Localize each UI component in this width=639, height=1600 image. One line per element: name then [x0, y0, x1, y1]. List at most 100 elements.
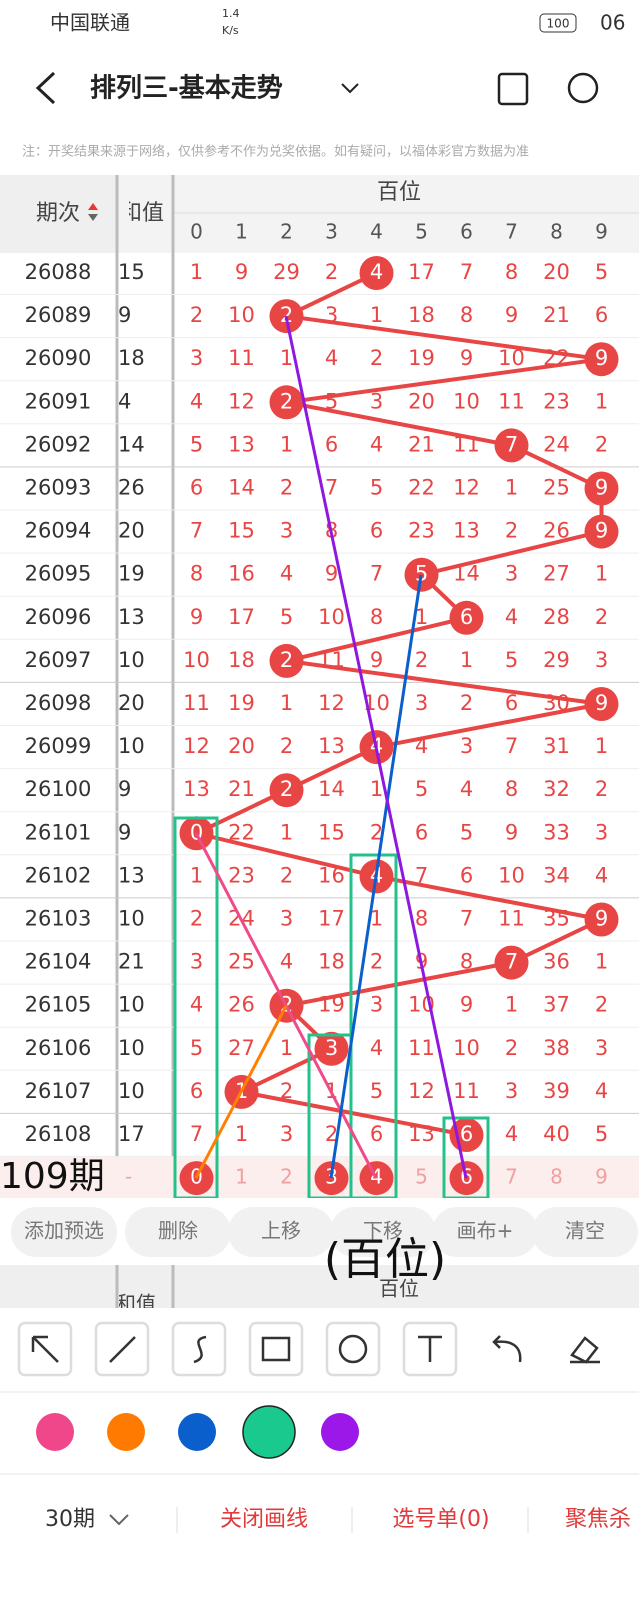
miss-count: 23: [228, 863, 255, 887]
tool-eraser[interactable]: [570, 1336, 600, 1364]
digit-header: 3: [325, 220, 338, 244]
miss-count: 7: [505, 734, 518, 758]
miss-count: 13: [183, 777, 210, 801]
miss-count: 17: [228, 605, 255, 629]
predict-cell[interactable]: 9: [595, 1165, 608, 1189]
miss-count: 2: [595, 432, 608, 456]
tool-rect[interactable]: [248, 1321, 304, 1377]
dropdown[interactable]: [341, 83, 359, 94]
pink-line: [194, 832, 378, 1179]
page-title[interactable]: 排列三-基本走势: [90, 74, 283, 104]
miss-count: 40: [543, 1122, 570, 1146]
toolbar-button[interactable]: [532, 1207, 638, 1257]
issue: 26105: [25, 993, 92, 1017]
miss-count: 11: [453, 1079, 480, 1103]
tool-text[interactable]: [402, 1321, 458, 1377]
predict-cell[interactable]: 5: [415, 1165, 428, 1189]
color-blue[interactable]: [178, 1413, 216, 1451]
share-button[interactable]: [567, 72, 599, 104]
miss-count: 20: [543, 260, 570, 284]
color-orange[interactable]: [107, 1413, 145, 1451]
miss-count: 25: [543, 476, 570, 500]
toolbar-button[interactable]: [125, 1207, 231, 1257]
hit-number[interactable]: 2: [280, 648, 293, 672]
note: 注：开奖结果来源于网络，仅供参考不作为兑奖依据。如有疑问，以福体彩官方数据为准: [22, 144, 529, 160]
sum: 20: [118, 519, 145, 543]
hit-number[interactable]: 9: [595, 519, 608, 543]
miss-count: 1: [235, 1122, 248, 1146]
miss-count: 9: [505, 820, 518, 844]
predict-cell[interactable]: 2: [280, 1165, 293, 1189]
tool-arrow[interactable]: [17, 1321, 73, 1377]
hit-number[interactable]: 3: [325, 1036, 338, 1060]
hit-number[interactable]: 6: [460, 1122, 473, 1146]
close-lines[interactable]: 关闭画线: [220, 1507, 308, 1532]
miss-count: 13: [453, 519, 480, 543]
period-select[interactable]: 30期: [45, 1507, 95, 1532]
issue: 26097: [25, 648, 92, 672]
miss-count: 7: [190, 1122, 203, 1146]
hit-number[interactable]: 6: [460, 605, 473, 629]
hit-number[interactable]: 2: [280, 389, 293, 413]
pick-ball: [449, 1161, 484, 1196]
hit-number[interactable]: 9: [595, 476, 608, 500]
miss-count: 12: [228, 389, 255, 413]
icon: [418, 1335, 442, 1362]
hit-number[interactable]: 9: [595, 907, 608, 931]
miss-count: 20: [408, 389, 435, 413]
issue: 26101: [25, 820, 92, 844]
miss-count: 2: [460, 691, 473, 715]
miss-count: 8: [460, 950, 473, 974]
tool-undo[interactable]: [492, 1335, 522, 1363]
toolbar-button[interactable]: [330, 1207, 436, 1257]
hit-number[interactable]: 2: [280, 303, 293, 327]
miss-count: 8: [190, 562, 203, 586]
hit-ball: [494, 428, 529, 463]
back-button[interactable]: [35, 71, 56, 105]
toolbar-button[interactable]: [11, 1207, 117, 1257]
color-purple[interactable]: [321, 1413, 359, 1451]
tool-curve[interactable]: [171, 1321, 227, 1377]
rotate-button[interactable]: [497, 72, 529, 106]
digit-header: 7: [505, 220, 518, 244]
miss-count: 10: [228, 303, 255, 327]
label-annotation: (百位): [324, 1234, 446, 1285]
hit-number[interactable]: 9: [595, 346, 608, 370]
hit-number[interactable]: 7: [505, 950, 518, 974]
purple-line: [284, 315, 468, 1179]
pick-list[interactable]: 选号单(0): [392, 1507, 489, 1532]
hit-number[interactable]: 4: [370, 260, 383, 284]
miss-count: 5: [190, 432, 203, 456]
miss-count: 21: [543, 303, 570, 327]
digit-header: 0: [190, 220, 203, 244]
miss-count: 11: [498, 907, 525, 931]
hit-number[interactable]: 9: [595, 691, 608, 715]
tool-circle[interactable]: [325, 1321, 381, 1377]
sum: 10: [118, 648, 145, 672]
issue: 26094: [25, 519, 92, 543]
miss-count: 4: [595, 863, 608, 887]
toolbar-button[interactable]: [228, 1207, 334, 1257]
blue-line: [329, 574, 423, 1179]
issue-header[interactable]: 期次: [36, 201, 80, 226]
predict-cell[interactable]: 8: [550, 1165, 563, 1189]
issue: 26098: [25, 691, 92, 715]
hit-ball: [269, 385, 304, 420]
predict-cell[interactable]: 7: [505, 1165, 518, 1189]
focus-kill[interactable]: 聚焦杀: [565, 1507, 631, 1532]
miss-count: 23: [408, 519, 435, 543]
miss-count: 19: [318, 993, 345, 1017]
miss-count: 7: [460, 260, 473, 284]
miss-count: 5: [595, 1122, 608, 1146]
issue: 26100: [25, 777, 92, 801]
hit-number[interactable]: 2: [280, 777, 293, 801]
tool-line[interactable]: [94, 1321, 150, 1377]
toolbar-button[interactable]: [432, 1207, 538, 1257]
hit-number[interactable]: 5: [415, 562, 428, 586]
color-pink[interactable]: [36, 1413, 74, 1451]
miss-count: 15: [228, 519, 255, 543]
miss-count: 3: [595, 1036, 608, 1060]
color-green[interactable]: [242, 1405, 296, 1459]
hit-number[interactable]: 7: [505, 432, 518, 456]
predict-cell[interactable]: 1: [235, 1165, 248, 1189]
